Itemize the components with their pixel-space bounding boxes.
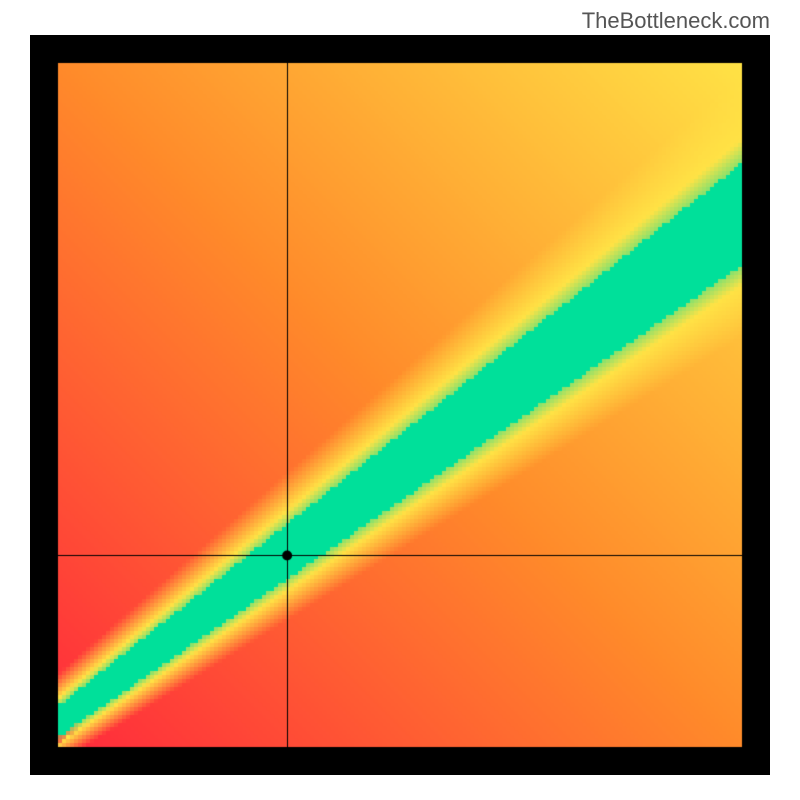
- watermark-text: TheBottleneck.com: [582, 8, 770, 34]
- heatmap-canvas: [30, 35, 770, 775]
- heatmap-frame: [30, 35, 770, 775]
- chart-container: TheBottleneck.com: [0, 0, 800, 800]
